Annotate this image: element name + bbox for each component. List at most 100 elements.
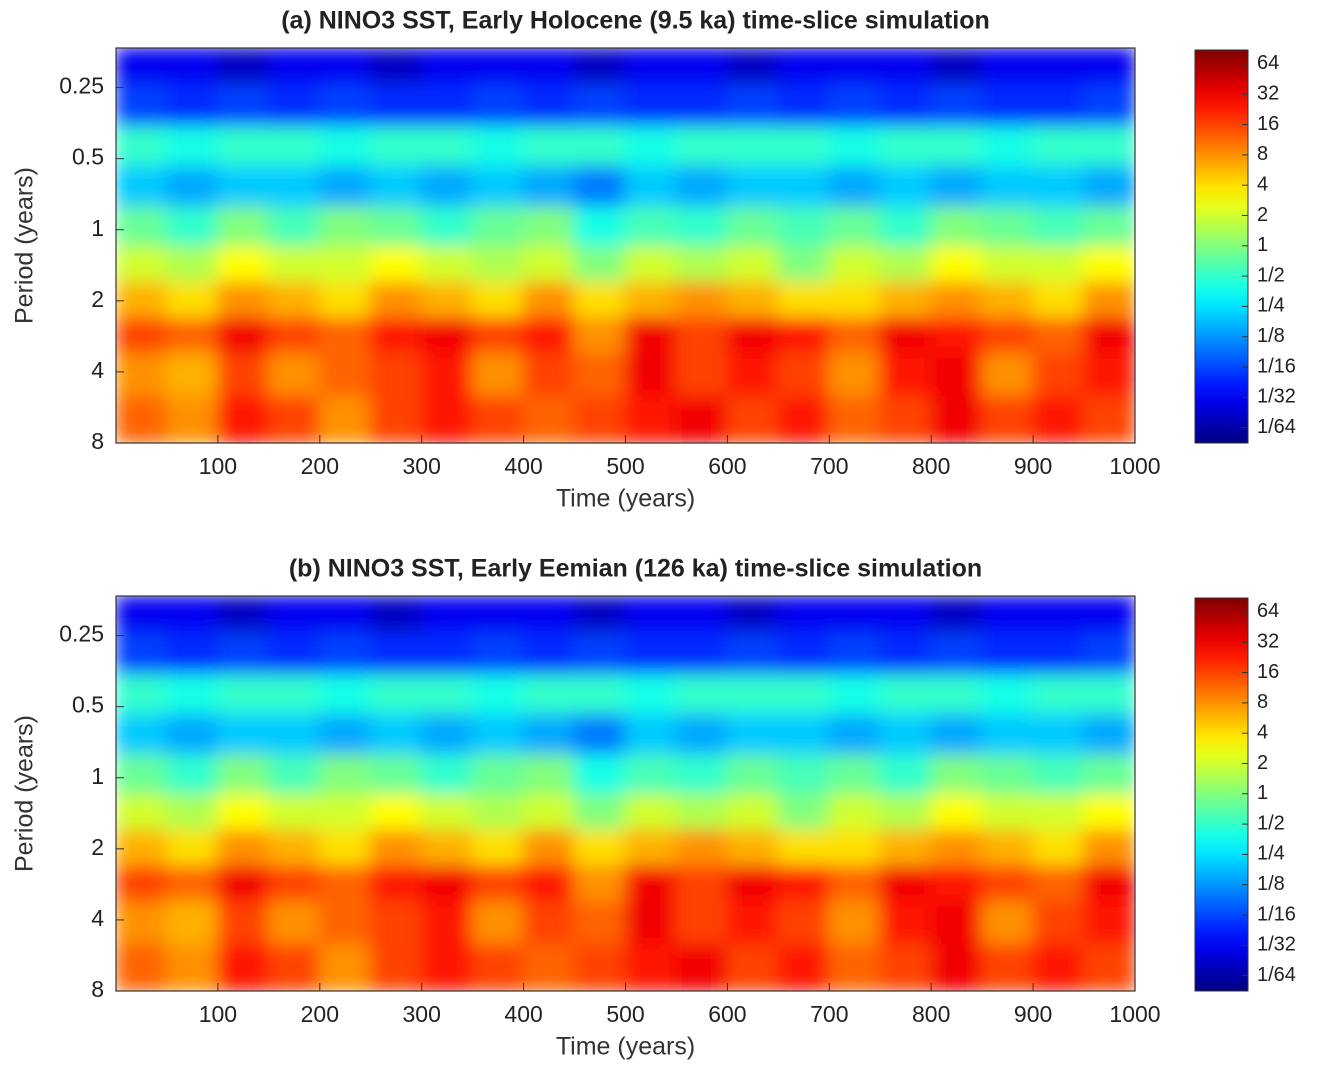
cell bbox=[318, 165, 372, 209]
x-tick-label: 700 bbox=[810, 453, 848, 479]
cell bbox=[1083, 245, 1135, 284]
cell bbox=[675, 84, 729, 129]
cell bbox=[318, 352, 372, 398]
cell bbox=[318, 395, 372, 443]
cell bbox=[420, 900, 474, 946]
cell bbox=[116, 245, 168, 284]
y-axis-label: Period (years) bbox=[11, 715, 39, 872]
cell bbox=[267, 126, 321, 168]
cell bbox=[165, 674, 219, 716]
cell bbox=[930, 596, 984, 635]
cell bbox=[726, 48, 780, 87]
colorbar-tick-label: 32 bbox=[1257, 83, 1279, 105]
cell bbox=[116, 596, 168, 635]
cell bbox=[726, 793, 780, 832]
cell bbox=[777, 281, 831, 320]
cell bbox=[1032, 713, 1086, 757]
cell bbox=[675, 829, 729, 868]
colorbar-tick-label: 32 bbox=[1257, 631, 1279, 653]
cell bbox=[216, 674, 270, 716]
colorbar-tick-label: 1/8 bbox=[1257, 325, 1285, 347]
colorbar-tick-label: 1/2 bbox=[1257, 812, 1285, 834]
cell bbox=[726, 165, 780, 209]
cell bbox=[471, 713, 525, 757]
y-axis-label: Period (years) bbox=[11, 167, 39, 324]
cell bbox=[267, 943, 321, 991]
cell bbox=[420, 754, 474, 796]
cell bbox=[216, 206, 270, 248]
chart: (b) NINO3 SST, Early Eemian (126 ka) tim… bbox=[11, 555, 1296, 1061]
cell bbox=[420, 281, 474, 320]
cell bbox=[675, 900, 729, 946]
cell bbox=[369, 48, 423, 87]
cell bbox=[1083, 713, 1135, 757]
cell bbox=[267, 84, 321, 129]
cell bbox=[165, 829, 219, 868]
cell bbox=[522, 900, 576, 946]
cell bbox=[777, 865, 831, 903]
cell bbox=[981, 793, 1035, 832]
cell bbox=[879, 352, 933, 398]
y-tick-label: 1 bbox=[91, 763, 104, 789]
cell bbox=[573, 754, 627, 796]
cell bbox=[318, 317, 372, 355]
x-tick-label: 700 bbox=[810, 1001, 848, 1027]
cell bbox=[420, 84, 474, 129]
cell bbox=[624, 165, 678, 209]
cell bbox=[675, 754, 729, 796]
y-tick-label: 0.5 bbox=[72, 692, 104, 718]
cell bbox=[624, 596, 678, 635]
cell bbox=[879, 281, 933, 320]
colorbar-tick-label: 8 bbox=[1257, 143, 1268, 165]
cell bbox=[267, 165, 321, 209]
cell bbox=[981, 352, 1035, 398]
cell bbox=[930, 395, 984, 443]
cell bbox=[369, 865, 423, 903]
cell bbox=[522, 596, 576, 635]
cell bbox=[930, 84, 984, 129]
cell bbox=[522, 352, 576, 398]
colorbar-tick-label: 2 bbox=[1257, 752, 1268, 774]
cell bbox=[675, 943, 729, 991]
cells bbox=[116, 596, 1135, 991]
cell bbox=[1083, 206, 1135, 248]
cell bbox=[318, 281, 372, 320]
cell bbox=[267, 632, 321, 677]
cell bbox=[1032, 165, 1086, 209]
cell bbox=[777, 943, 831, 991]
cell bbox=[165, 165, 219, 209]
cell bbox=[777, 713, 831, 757]
cell bbox=[1083, 84, 1135, 129]
cell bbox=[1032, 395, 1086, 443]
cell bbox=[675, 865, 729, 903]
cell bbox=[879, 674, 933, 716]
y-tick-label: 2 bbox=[91, 286, 104, 312]
cell bbox=[573, 245, 627, 284]
cell bbox=[267, 793, 321, 832]
cell bbox=[216, 596, 270, 635]
cell bbox=[1032, 829, 1086, 868]
cell bbox=[116, 865, 168, 903]
cell bbox=[318, 713, 372, 757]
cell bbox=[318, 206, 372, 248]
cell bbox=[1083, 352, 1135, 398]
cell bbox=[573, 829, 627, 868]
cell bbox=[624, 754, 678, 796]
cell bbox=[318, 48, 372, 87]
cell bbox=[879, 754, 933, 796]
cell bbox=[981, 865, 1035, 903]
cell bbox=[522, 245, 576, 284]
cell bbox=[522, 165, 576, 209]
cell bbox=[165, 865, 219, 903]
cell bbox=[675, 713, 729, 757]
cell bbox=[828, 793, 882, 832]
cell bbox=[879, 596, 933, 635]
colorbar-tick-label: 1/4 bbox=[1257, 843, 1285, 865]
cells bbox=[116, 48, 1135, 443]
cell bbox=[726, 865, 780, 903]
cell bbox=[116, 395, 168, 443]
cell bbox=[777, 48, 831, 87]
cell bbox=[828, 829, 882, 868]
cell bbox=[420, 126, 474, 168]
cell bbox=[267, 48, 321, 87]
